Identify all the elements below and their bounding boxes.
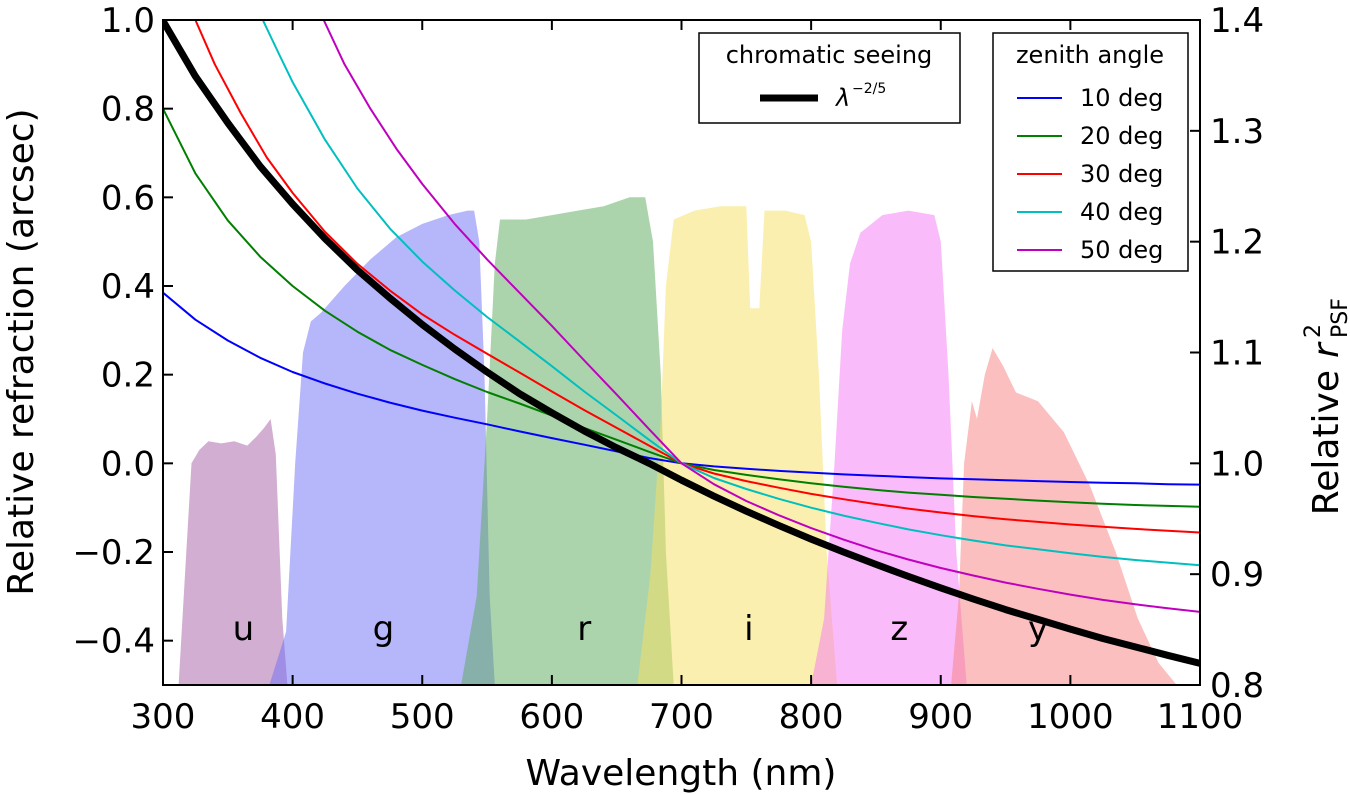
y-tick-label: 0.6 [101,178,155,218]
legend-zenith-box [992,32,1189,272]
legend-seeing-entry-sup: −2/5 [852,81,886,97]
y-tick-label-right: 1.1 [1210,334,1264,374]
series-line-chromatic-seeing [163,20,1200,667]
y-axis-title-right-sub: PSF [1328,298,1350,338]
x-tick-label: 400 [260,697,325,737]
y-axis-title-right-main: Relative [1306,370,1347,515]
band-label-r: r [577,609,591,649]
legend-zenith: zenith angle 10 deg 20 deg 30 deg 40 deg 50 … [992,32,1189,272]
x-tick-label: 700 [649,697,714,737]
x-tick-label: 900 [908,697,973,737]
legend-zenith-entries: 10 deg 20 deg 30 deg 40 deg 50 deg [1017,84,1163,264]
legend-zenith-label: 20 deg [1080,122,1163,150]
legend-zenith-label: 40 deg [1080,198,1163,226]
y-tick-label: 0.4 [101,267,155,307]
y-tick-label-right: 0.9 [1210,555,1264,595]
legend-seeing-title: chromatic seeing [726,41,933,69]
band-label-u: u [233,609,255,649]
y-tick-label-right: 1.2 [1210,223,1264,263]
axis-ticks: 300 400 500 600 700 800 900 1000 1100 1.0 0.8 0.6 0.… [72,1,1264,737]
y-tick-label-right: 1.0 [1210,444,1264,484]
band-y-area [951,348,1177,685]
y-axis-title-right-r: r [1306,341,1347,358]
legend-seeing-box [698,32,961,124]
x-tick-label: 800 [779,697,844,737]
y-axis-title-right: Relative r 2 PSF [1301,298,1350,515]
band-z-area [811,210,967,685]
band-u-area [178,419,288,685]
band-label-g: g [373,609,395,649]
y-tick-label: −0.2 [72,533,155,573]
x-tick-label: 1000 [1027,697,1114,737]
legend-seeing: chromatic seeing λ −2/5 [698,32,961,124]
x-axis-title: Wavelength (nm) [526,753,837,794]
y-tick-label: −0.4 [72,622,155,662]
band-i-area [637,206,838,685]
x-tick-label: 300 [131,697,196,737]
legend-zenith-label: 50 deg [1080,236,1163,264]
x-tick-label: 600 [519,697,584,737]
band-label-z: z [890,609,908,649]
y-tick-label-right: 1.3 [1210,112,1264,152]
legend-zenith-label: 10 deg [1080,84,1163,112]
y-axis-title-right-sup: 2 [1301,324,1326,338]
series-line-40-deg [261,20,1200,567]
y-tick-label-right: 1.4 [1210,1,1264,41]
y-tick-label: 0.8 [101,90,155,130]
x-tick-label: 500 [390,697,455,737]
x-tick-label: 1100 [1157,697,1244,737]
series-lines [163,20,1200,667]
y-tick-label: 0.2 [101,356,155,396]
legend-seeing-entry: λ [834,84,850,112]
band-label-i: i [744,609,753,649]
y-tick-label: 1.0 [101,1,155,41]
y-tick-label-right: 0.8 [1210,666,1264,706]
filter-bands [178,197,1177,685]
y-tick-label: 0.0 [101,444,155,484]
band-g-area [269,210,495,685]
series-line-50-deg [322,20,1200,613]
y-axis-title: Relative refraction (arcsec) [1,108,42,595]
legend-zenith-title: zenith angle [1016,41,1164,69]
legend-zenith-label: 30 deg [1080,160,1163,188]
